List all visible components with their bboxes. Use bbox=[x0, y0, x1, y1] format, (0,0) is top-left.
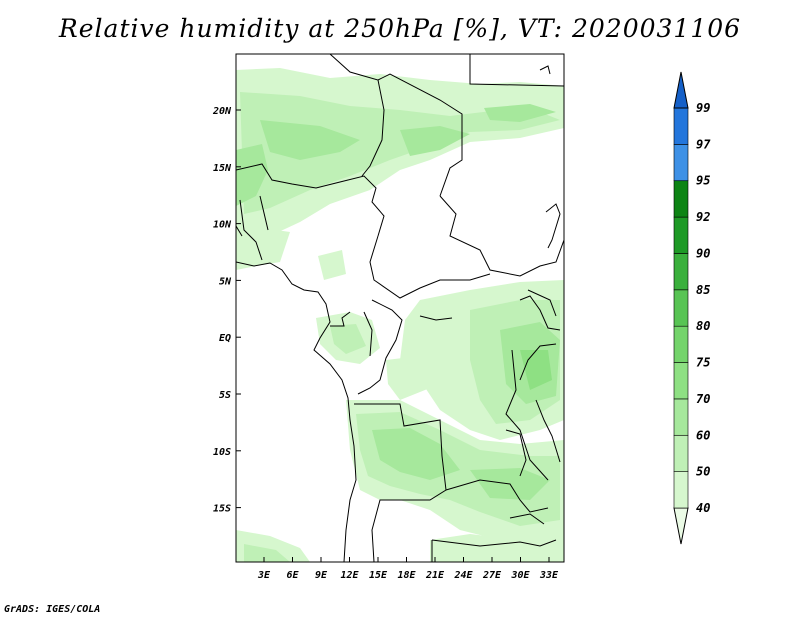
lat-label: 5S bbox=[219, 390, 231, 401]
colorbar-label: 90 bbox=[696, 246, 710, 260]
colorbar-segment bbox=[673, 434, 689, 472]
lon-label: 27E bbox=[482, 570, 502, 581]
map-title: Relative humidity at 250hPa [%], VT: 202… bbox=[58, 14, 742, 43]
lat-label: 15N bbox=[213, 163, 232, 174]
lat-label: 10S bbox=[213, 447, 231, 458]
colorbar-label: 97 bbox=[696, 137, 711, 151]
lon-label: 30E bbox=[510, 570, 530, 581]
colorbar: 40 50 60 70 75 80 85 90 92 95 97 99 bbox=[673, 71, 711, 545]
lat-label: 10N bbox=[213, 220, 232, 231]
colorbar-segment bbox=[673, 107, 689, 145]
colorbar-segment bbox=[673, 289, 689, 327]
colorbar-label: 99 bbox=[696, 101, 710, 115]
colorbar-segment bbox=[673, 471, 689, 509]
colorbar-arrow-high bbox=[673, 71, 689, 109]
lon-label: 3E bbox=[257, 570, 271, 581]
longitude-axis: 3E 6E 9E 12E 15E 18E 21E 24E 27E 30E 33E bbox=[257, 557, 559, 581]
colorbar-label: 80 bbox=[696, 319, 710, 333]
lon-label: 33E bbox=[539, 570, 559, 581]
lat-label: EQ bbox=[219, 333, 231, 344]
borders bbox=[236, 54, 564, 562]
lon-label: 24E bbox=[453, 570, 473, 581]
lat-label: 15S bbox=[213, 504, 231, 515]
colorbar-label: 60 bbox=[696, 428, 710, 442]
lon-label: 6E bbox=[286, 570, 299, 581]
credit-text: GrADS: IGES/COLA bbox=[4, 604, 101, 615]
lon-label: 21E bbox=[425, 570, 445, 581]
colorbar-segment bbox=[673, 253, 689, 291]
lat-label: 5N bbox=[219, 276, 232, 287]
latitude-axis: 20N 15N 10N 5N EQ 5S 10S 15S bbox=[212, 106, 241, 515]
map-frame bbox=[235, 53, 565, 563]
lon-label: 15E bbox=[369, 570, 388, 581]
lon-label: 18E bbox=[397, 570, 416, 581]
humidity-shading bbox=[236, 68, 564, 562]
colorbar-label: 50 bbox=[696, 465, 710, 479]
colorbar-arrow-low bbox=[673, 507, 689, 545]
colorbar-segment bbox=[673, 398, 689, 436]
colorbar-segment bbox=[673, 325, 689, 363]
colorbar-segment bbox=[673, 144, 689, 182]
colorbar-segment bbox=[673, 216, 689, 254]
colorbar-label: 85 bbox=[696, 283, 710, 297]
colorbar-label: 75 bbox=[696, 356, 710, 370]
colorbar-segment bbox=[673, 362, 689, 400]
colorbar-label: 70 bbox=[696, 392, 710, 406]
colorbar-label: 40 bbox=[696, 501, 710, 515]
lat-label: 20N bbox=[212, 106, 232, 117]
colorbar-segment bbox=[673, 180, 689, 218]
colorbar-label: 95 bbox=[696, 174, 710, 188]
lon-label: 12E bbox=[340, 570, 359, 581]
lon-label: 9E bbox=[315, 570, 328, 581]
colorbar-label: 92 bbox=[696, 210, 710, 224]
